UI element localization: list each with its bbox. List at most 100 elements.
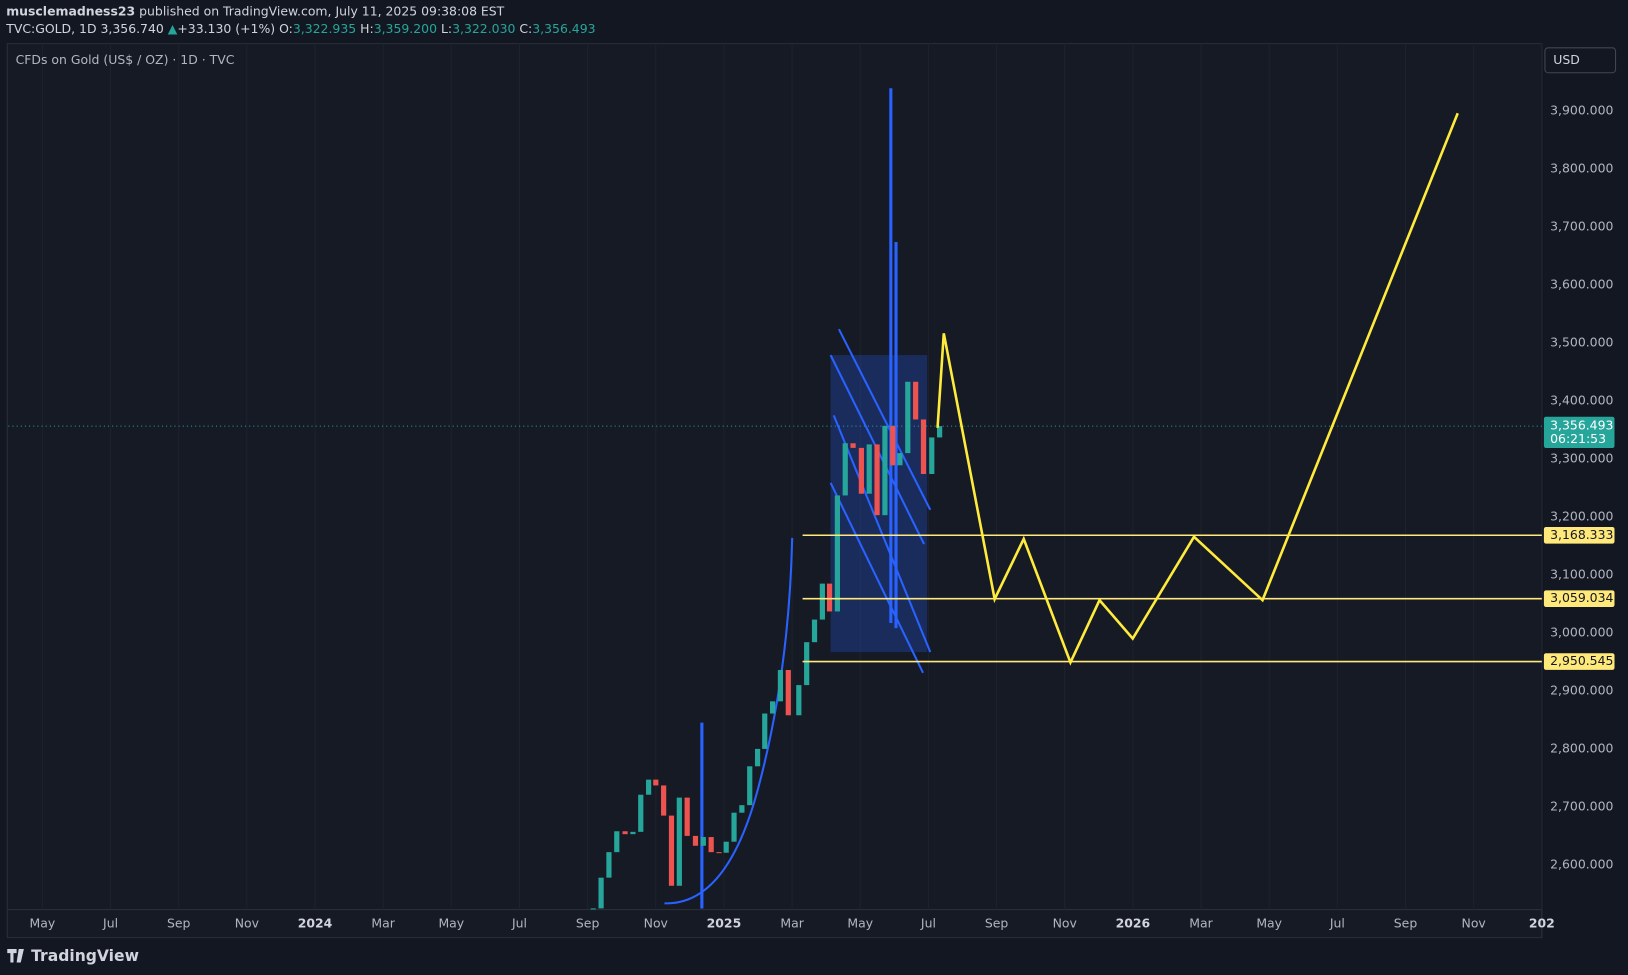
o-label: O: (279, 21, 293, 36)
candle (754, 748, 761, 767)
chart-pane (6, 43, 1543, 939)
change: +33.130 (+1%) (177, 21, 275, 36)
up-arrow: ▲ (168, 21, 178, 36)
candle (700, 837, 706, 846)
y-tick-label: 3,500.000 (1550, 334, 1613, 349)
current-price-bg (1543, 416, 1615, 448)
candle (668, 815, 675, 886)
candle (897, 453, 903, 466)
y-tick-label: 3,800.000 (1550, 160, 1613, 175)
channel-line (829, 482, 924, 674)
symbol: TVC:GOLD, 1D (5, 21, 96, 36)
x-tick-label: Nov (644, 916, 668, 931)
y-tick-label: 3,600.000 (1550, 276, 1613, 291)
currency-label[interactable]: USD (1553, 52, 1580, 67)
x-tick-label: Jul (102, 916, 118, 931)
axes: 2,600.000 2,700.000 2,800.000 2,900.000 3,00… (30, 102, 1615, 931)
parabolic-curve (664, 537, 794, 905)
x-tick-label: Sep (985, 916, 1009, 931)
x-tick-label: Jul (511, 916, 527, 931)
candle (819, 583, 825, 620)
open: 3,322.935 (293, 21, 356, 36)
candle (777, 670, 784, 702)
x-tick-label: Nov (1462, 916, 1486, 931)
symbol-legend: CFDs on Gold (US$ / OZ) · 1D · TVC (16, 52, 235, 67)
candle (811, 619, 818, 643)
y-tick-label: 2,700.000 (1550, 798, 1613, 813)
candle (731, 812, 737, 842)
candle (684, 797, 690, 836)
level-label-bg (1543, 653, 1615, 670)
published: published on TradingView.com, July 11, 2… (139, 3, 505, 18)
y-tick-label: 3,700.000 (1550, 218, 1613, 233)
candle (622, 831, 628, 835)
candle (747, 766, 753, 806)
candle (739, 805, 745, 813)
x-tick-label: 2025 (707, 916, 742, 931)
candle (834, 495, 840, 612)
x-tick-label: Mar (1189, 916, 1213, 931)
level-label-bg (1543, 526, 1615, 544)
y-tick-label: 2,600.000 (1550, 856, 1613, 871)
candle (723, 841, 729, 853)
author: musclemadness23 (6, 3, 135, 18)
y-tick-label: 3,000.000 (1550, 624, 1613, 639)
candle (913, 381, 919, 420)
candle (676, 797, 682, 886)
candle (937, 426, 943, 438)
candles (590, 381, 943, 910)
x-tick-label: Jul (1329, 916, 1345, 931)
projection-path (936, 112, 1459, 666)
candle (804, 642, 810, 686)
x-tick-label: Sep (576, 916, 600, 931)
x-tick-label: Sep (167, 916, 191, 931)
footer-logo[interactable]: TradingView (31, 947, 139, 965)
y-tick-label: 3,900.000 (1550, 102, 1613, 117)
close: 3,356.493 (532, 21, 595, 36)
last-price: 3,356.740 (101, 21, 164, 36)
channel-line (837, 328, 932, 511)
candle (929, 437, 935, 474)
level-label: 3,059.034 (1550, 590, 1613, 605)
candle (850, 443, 856, 448)
x-tick-label: May (30, 916, 56, 931)
candle (882, 425, 888, 516)
x-tick-label: Jul (920, 916, 936, 931)
y-tick-label: 3,200.000 (1550, 508, 1613, 523)
x-tick-label: Sep (1394, 916, 1418, 931)
header-line-2: TVC:GOLD, 1D 3,356.740 ▲+33.130 (+1%) O:… (5, 21, 595, 36)
candle (842, 443, 848, 496)
high: 3,359.200 (374, 21, 437, 36)
l-label: L: (441, 21, 452, 36)
x-tick-label: Nov (235, 916, 259, 931)
candle (598, 877, 604, 909)
candle (716, 852, 722, 854)
h-label: H: (360, 21, 374, 36)
countdown-label: 06:21:53 (1550, 431, 1606, 446)
header-line-1: musclemadness23 published on TradingView… (6, 3, 504, 18)
y-tick-label: 2,900.000 (1550, 682, 1613, 697)
low: 3,322.030 (452, 21, 515, 36)
candle (708, 837, 714, 853)
channel-line (832, 414, 932, 653)
logo-mark (7, 949, 24, 963)
level-label: 3,168.333 (1550, 527, 1613, 542)
candle (866, 444, 872, 494)
candle (614, 831, 620, 853)
candle (590, 908, 596, 910)
candle (606, 852, 612, 878)
candle (653, 779, 659, 786)
x-tick-label: May (1256, 916, 1282, 931)
y-tick-label: 2,800.000 (1550, 740, 1613, 755)
level-label: 2,950.545 (1550, 653, 1613, 668)
x-tick-label: Mar (371, 916, 395, 931)
candle (661, 785, 667, 816)
c-label: C: (519, 21, 532, 36)
currency-button[interactable] (1544, 47, 1617, 74)
x-tick-label: 2026 (1116, 916, 1151, 931)
candle (905, 381, 911, 454)
candle (890, 425, 896, 466)
candle (762, 713, 768, 749)
